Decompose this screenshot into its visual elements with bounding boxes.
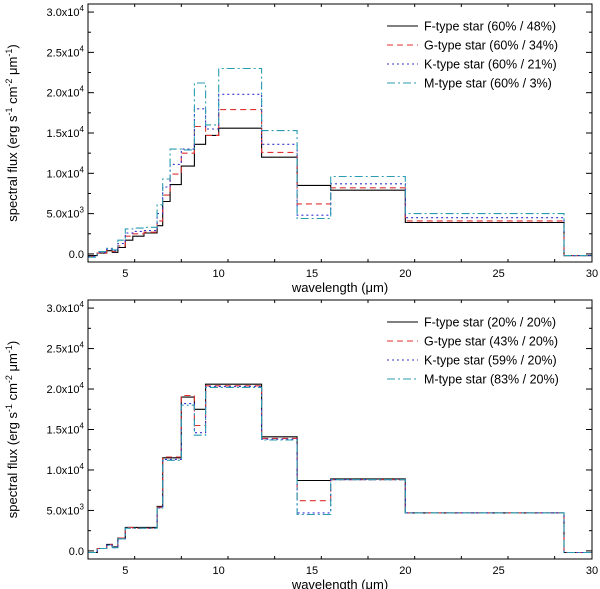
x-axis-title: wavelength (μm) <box>291 280 388 295</box>
legend-label-m-type: M-type star (60% / 3%) <box>424 77 552 91</box>
y-axis-title: spectral flux (erg s-1 cm-2 μm-1) <box>4 44 20 221</box>
x-tick-label: 5 <box>122 268 128 280</box>
y-tick-label: 3.0x104 <box>47 300 85 315</box>
series-line-k-type <box>88 386 592 554</box>
legend: F-type star (60% / 48%) G-type star (60% … <box>387 20 558 91</box>
series-line-f-type <box>88 127 592 257</box>
series-line-m-type <box>88 386 592 554</box>
top-chart-panel: 5 10 15 20 25 30 wavelength (μm) 0.0 5.0x103 1.0x… <box>4 3 598 295</box>
x-tick-label: 20 <box>399 268 411 280</box>
bottom-chart-panel: 5 10 15 20 25 30 wavelength (μm) 0.0 5.0x103 1.0x… <box>4 299 598 589</box>
series-line-m-type <box>88 67 592 258</box>
x-axis: 5 10 15 20 25 30 wavelength (μm) <box>87 300 598 589</box>
x-tick-label: 15 <box>306 268 318 280</box>
series-line-k-type <box>88 93 592 257</box>
y-axis-title: spectral flux (erg s-1 cm-2 μm-1) <box>4 341 20 518</box>
y-tick-label: 0.0 <box>69 546 84 558</box>
x-axis: 5 10 15 20 25 30 wavelength (μm) <box>87 4 598 295</box>
y-tick-label: 1.0x104 <box>47 165 85 180</box>
y-tick-label: 3.0x104 <box>47 4 85 19</box>
legend-label-g-type: G-type star (60% / 34%) <box>424 39 558 53</box>
y-tick-label: 2.0x104 <box>47 381 85 396</box>
y-tick-label: 5.0x103 <box>47 502 85 517</box>
y-axis: 0.0 5.0x103 1.0x104 1.5x104 2.0x104 2.5x104 3.… <box>4 4 592 261</box>
y-tick-label: 1.0x104 <box>47 462 85 477</box>
x-tick-label: 30 <box>586 565 598 577</box>
plot-area <box>88 67 592 258</box>
legend-label-g-type: G-type star (43% / 20%) <box>424 335 558 349</box>
x-tick-label: 25 <box>493 565 505 577</box>
y-tick-label: 0.0 <box>69 249 84 261</box>
plot-area <box>88 383 592 554</box>
x-tick-label: 5 <box>122 565 128 577</box>
x-tick-label: 25 <box>493 268 505 280</box>
y-tick-label: 1.5x104 <box>47 125 85 140</box>
x-axis-title: wavelength (μm) <box>291 577 388 589</box>
y-tick-label: 2.0x104 <box>47 85 85 100</box>
legend-label-k-type: K-type star (59% / 20%) <box>424 354 557 368</box>
x-tick-label: 30 <box>586 268 598 280</box>
series-line-g-type <box>88 109 592 257</box>
legend: F-type star (20% / 20%) G-type star (43% … <box>387 316 559 387</box>
legend-label-m-type: M-type star (83% / 20%) <box>424 373 559 387</box>
series-line-g-type <box>88 385 592 554</box>
y-tick-label: 2.5x104 <box>47 341 85 356</box>
y-tick-label: 2.5x104 <box>47 44 85 59</box>
x-tick-label: 10 <box>213 268 225 280</box>
y-tick-label: 1.5x104 <box>47 422 85 437</box>
y-tick-label: 5.0x103 <box>47 206 85 221</box>
y-axis: 0.0 5.0x103 1.0x104 1.5x104 2.0x104 2.5x104 3.… <box>4 300 592 558</box>
legend-label-k-type: K-type star (60% / 21%) <box>424 58 557 72</box>
x-tick-label: 15 <box>306 565 318 577</box>
x-tick-label: 10 <box>213 565 225 577</box>
x-tick-label: 20 <box>399 565 411 577</box>
legend-label-f-type: F-type star (60% / 48%) <box>424 20 556 34</box>
series-line-f-type <box>88 383 592 554</box>
legend-label-f-type: F-type star (20% / 20%) <box>424 316 556 330</box>
